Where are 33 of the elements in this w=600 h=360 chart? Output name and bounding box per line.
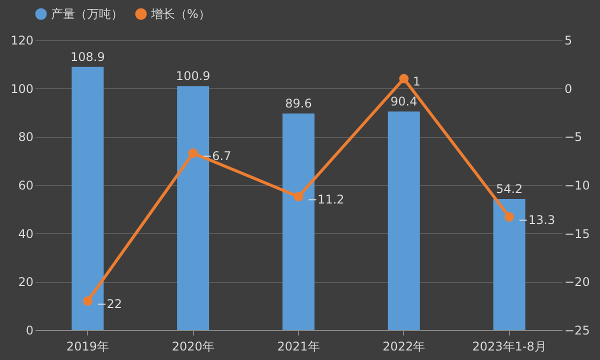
point <box>82 296 92 306</box>
y-tick-label: 80 <box>18 130 34 144</box>
point <box>399 74 409 84</box>
x-tick-label: 2020年 <box>172 340 214 354</box>
legend-label: 产量（万吨） <box>51 7 123 21</box>
y-tick-label: 0 <box>26 324 34 338</box>
y-tick-label: 20 <box>18 275 34 290</box>
y-tick-label: 100 <box>10 82 34 96</box>
x-tick-label: 2022年 <box>382 340 426 354</box>
y2-tick-label: −5 <box>564 130 582 144</box>
legend-label: 增长（%） <box>150 7 210 21</box>
y2-tick-label: −10 <box>564 178 590 192</box>
y-tick-label: 40 <box>18 226 34 241</box>
y2-tick-label: −15 <box>564 226 590 241</box>
point <box>188 148 198 158</box>
y-tick-label: 60 <box>18 178 34 192</box>
y-tick-label: 120 <box>10 34 34 48</box>
y2-tick-label: −25 <box>564 324 590 338</box>
y2-tick-label: 5 <box>564 34 572 48</box>
point <box>294 192 304 202</box>
y2-tick-label: 0 <box>564 82 572 96</box>
y2-tick-label: −20 <box>564 275 590 290</box>
data-label: 108.9 <box>70 50 105 64</box>
x-tick-label: 2023年1-8月 <box>472 340 546 354</box>
data-label: 54.2 <box>496 182 523 196</box>
data-label: 1 <box>412 74 421 89</box>
point <box>504 212 514 222</box>
x-tick-label: 2019年 <box>66 340 109 354</box>
data-label: 89.6 <box>285 96 312 110</box>
bar <box>388 112 420 330</box>
data-label: 90.4 <box>390 94 418 109</box>
x-tick-label: 2021年 <box>277 340 320 354</box>
data-label: 100.9 <box>176 69 210 84</box>
